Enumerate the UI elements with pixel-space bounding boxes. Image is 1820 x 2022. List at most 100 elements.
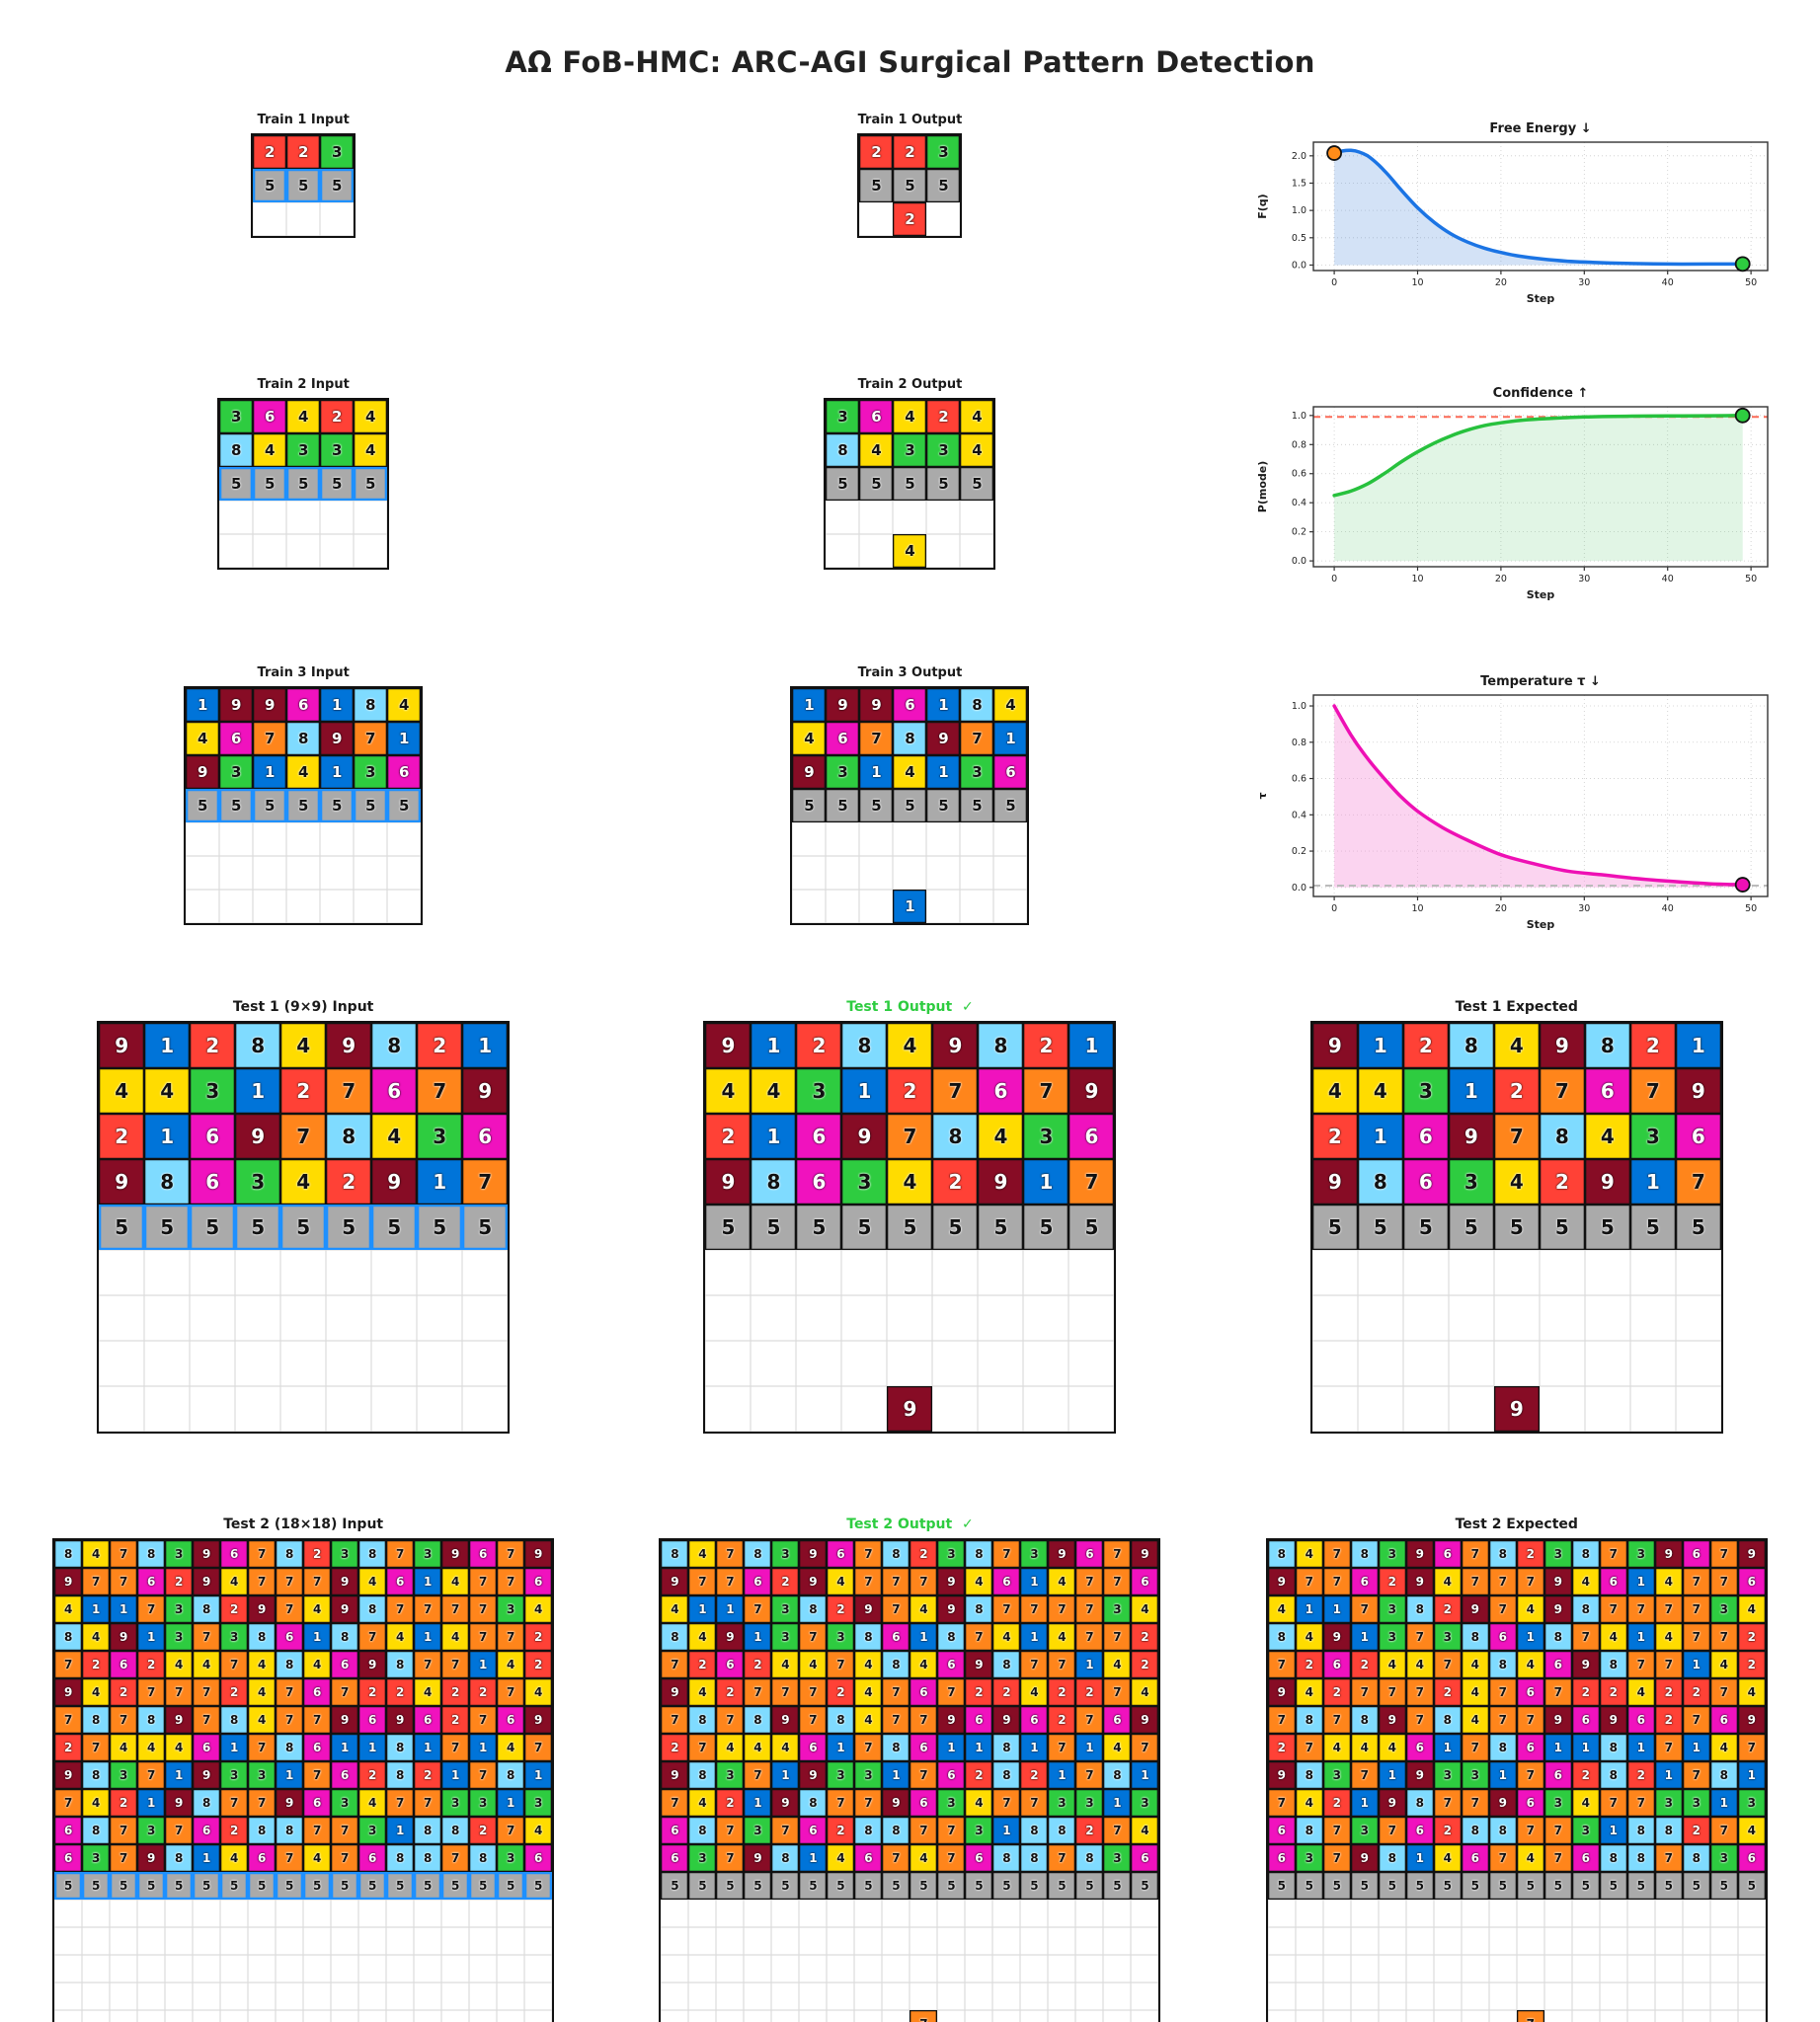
grid-cell: 2	[827, 1817, 855, 1844]
y-tick-label: 1.0	[1292, 205, 1306, 216]
grid-cell: 4	[910, 1595, 938, 1623]
grid-cell: 9	[235, 1114, 281, 1159]
grid-cell: 5	[827, 1872, 855, 1900]
grid-cell	[1350, 1927, 1379, 1955]
grid-cell: 3	[1654, 1789, 1683, 1817]
grid-cell: 7	[882, 1706, 910, 1734]
grid-cell: 4	[799, 1651, 828, 1678]
grid-cell: 8	[358, 1540, 387, 1568]
grid-cell	[219, 890, 254, 923]
grid-cell: 9	[248, 1595, 277, 1623]
grid-cell: 4	[165, 1734, 194, 1761]
grid-cell	[688, 1900, 717, 1927]
grid-cell: 2	[1539, 1159, 1585, 1205]
grid-cell	[1654, 1955, 1683, 1983]
grid-cell: 5	[1357, 1205, 1403, 1250]
grid-cell: 1	[387, 722, 422, 755]
grid-cell: 5	[54, 1872, 83, 1900]
grid-cell: 6	[1737, 1844, 1766, 1872]
grid-cell: 6	[1068, 1114, 1115, 1159]
grid-cell: 9	[99, 1023, 145, 1068]
grid-cell: 4	[497, 1651, 525, 1678]
grid-cell: 5	[893, 467, 927, 501]
grid-cell: 7	[992, 1789, 1021, 1817]
grid-cell: 4	[524, 1678, 553, 1706]
grid-cell: 4	[303, 1651, 332, 1678]
grid-cell	[144, 1341, 191, 1386]
test1-expected-panel: Test 1 Expected 9 1 2 8 4 9 8 2 1 4 4 3 1 2 7 6 7 9 2 1 6 9 7 8 4…	[1309, 999, 1723, 1434]
grid-cell: 4	[854, 1651, 883, 1678]
grid-cell: 3	[1075, 1789, 1104, 1817]
grid-cell: 4	[1048, 1568, 1076, 1595]
grid-cell: 7	[1488, 1706, 1517, 1734]
grid-cell	[1402, 1295, 1449, 1341]
grid-cell	[1075, 1955, 1104, 1983]
grid-cell: 2	[99, 1114, 145, 1159]
grid-cell	[1654, 1900, 1683, 1927]
grid-cell: 2	[82, 1651, 111, 1678]
grid-cell	[859, 822, 894, 856]
grid-cell: 8	[441, 1817, 470, 1844]
grid-cell: 7	[1295, 1568, 1323, 1595]
grid-cell: 5	[1709, 1872, 1738, 1900]
grid-cell: 7	[469, 1761, 498, 1789]
grid-cell	[331, 1900, 359, 1927]
grid-cell: 7	[441, 1734, 470, 1761]
grid-cell	[1378, 1983, 1406, 2010]
grid-cell: 5	[887, 1205, 933, 1250]
grid-cell: 7	[1267, 1789, 1296, 1817]
grid-cell: 7	[414, 1651, 442, 1678]
grid-cell: 9	[1543, 1568, 1572, 1595]
grid-cell	[796, 1341, 842, 1386]
free-energy-ylabel: F(q)	[1256, 194, 1269, 218]
grid-cell: 2	[253, 135, 287, 169]
grid-cell: 6	[799, 1734, 828, 1761]
grid-cell: 5	[320, 789, 355, 822]
grid-cell: 6	[1103, 1706, 1132, 1734]
grid-cell: 8	[497, 1761, 525, 1789]
grid-cell: 1	[1068, 1023, 1115, 1068]
grid-cell	[926, 856, 961, 890]
grid-cell: 3	[771, 1595, 800, 1623]
grid-cell: 7	[137, 1595, 166, 1623]
grid-cell	[1675, 1295, 1721, 1341]
test2-expected-title: Test 2 Expected	[1455, 1516, 1578, 1532]
grid-cell	[965, 1927, 993, 1955]
grid-cell	[1357, 1250, 1403, 1295]
grid-cell: 9	[854, 1595, 883, 1623]
grid-cell: 5	[286, 169, 321, 202]
plot-frame	[1312, 694, 1769, 897]
grid-cell: 6	[1267, 1817, 1296, 1844]
grid-cell	[320, 202, 355, 236]
grid-cell: 8	[1267, 1623, 1296, 1651]
grid-cell	[1543, 1927, 1572, 1955]
grid-cell	[1709, 1983, 1738, 2010]
grid-cell: 8	[1433, 1706, 1462, 1734]
grid-cell	[1322, 1900, 1351, 1927]
grid-cell: 6	[137, 1568, 166, 1595]
grid-cell: 3	[826, 755, 860, 789]
grid-cell: 3	[1350, 1817, 1379, 1844]
grid-cell	[1311, 1295, 1358, 1341]
grid-cell	[796, 1250, 842, 1295]
grid-cell	[1571, 2010, 1600, 2022]
grid-cell: 8	[1626, 1844, 1655, 1872]
grid-cell: 6	[1461, 1844, 1489, 1872]
test2-output-title: Test 2 Output ✓	[846, 1516, 974, 1532]
grid-cell	[993, 890, 1028, 923]
plot-frame	[1312, 406, 1769, 568]
grid-cell: 9	[253, 688, 287, 722]
grid-cell: 3	[1448, 1159, 1494, 1205]
grid-cell: 1	[1571, 1734, 1600, 1761]
grid-cell: 6	[1709, 1706, 1738, 1734]
grid-cell: 6	[993, 755, 1028, 789]
grid-cell: 1	[1023, 1159, 1069, 1205]
grid-cell: 2	[1493, 1068, 1540, 1114]
grid-cell	[960, 501, 994, 534]
grid-cell: 1	[1488, 1761, 1517, 1789]
grid-cell: 1	[1599, 1817, 1627, 1844]
grid-cell	[137, 1927, 166, 1955]
grid-cell: 1	[1433, 1734, 1462, 1761]
grid-cell: 3	[220, 1623, 249, 1651]
grid-cell: 8	[882, 1540, 910, 1568]
